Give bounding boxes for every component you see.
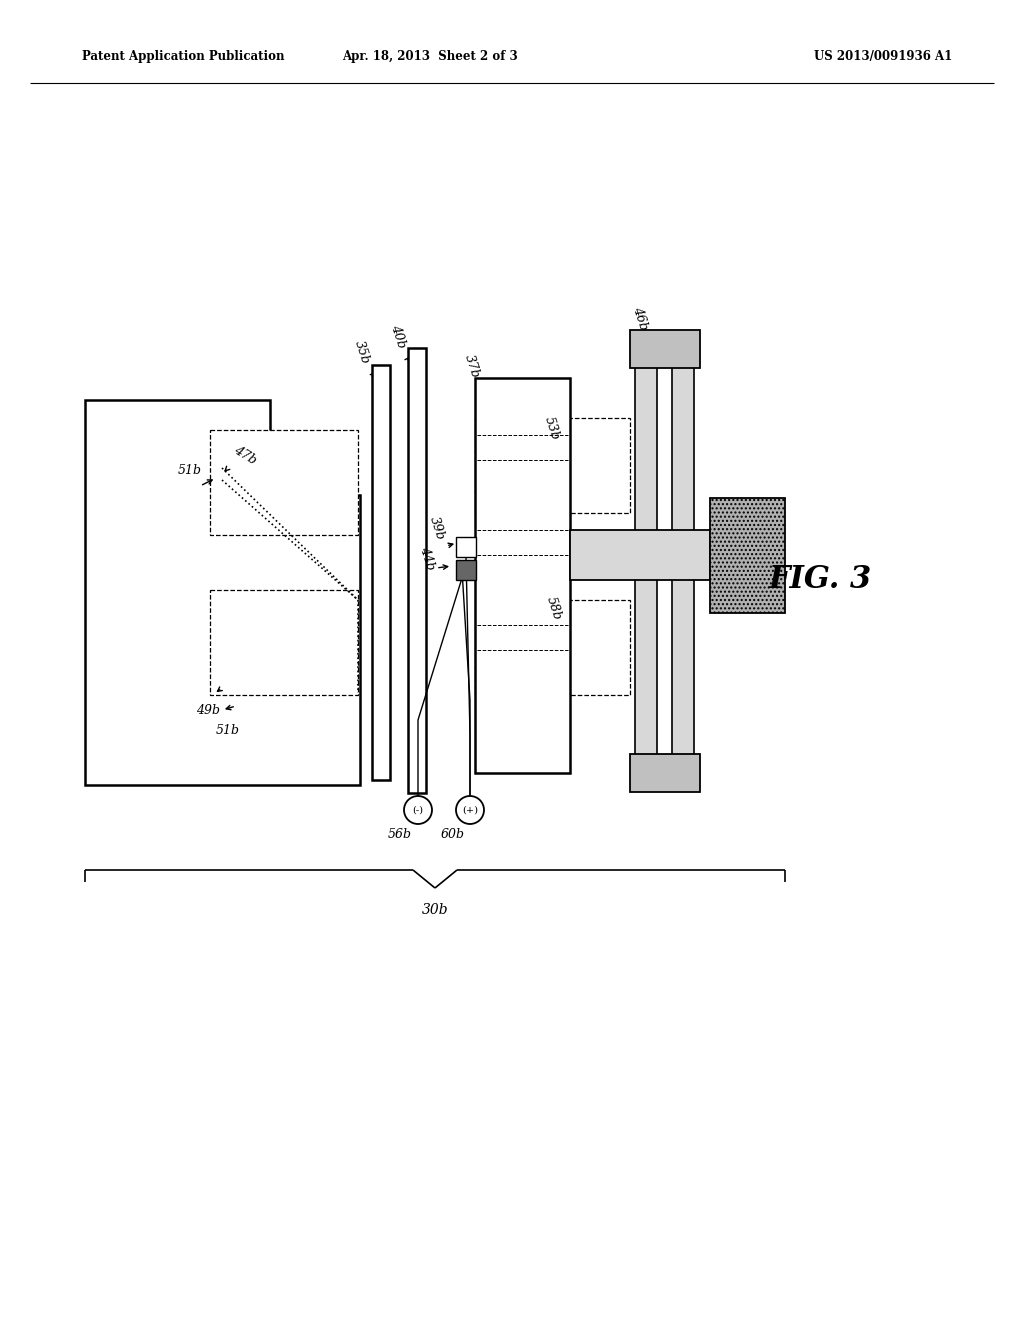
Text: 46b: 46b — [630, 305, 650, 331]
Text: US 2013/0091936 A1: US 2013/0091936 A1 — [814, 50, 952, 63]
Text: 37b: 37b — [462, 352, 482, 379]
Text: 51b: 51b — [216, 723, 240, 737]
Text: 49b: 49b — [196, 704, 220, 717]
Polygon shape — [85, 400, 360, 785]
Text: 39b: 39b — [427, 515, 446, 541]
Text: FIG. 3: FIG. 3 — [768, 565, 871, 595]
Circle shape — [456, 796, 484, 824]
Bar — [570, 531, 710, 579]
Text: Patent Application Publication: Patent Application Publication — [82, 50, 285, 63]
Text: 51b: 51b — [178, 465, 202, 478]
Text: 47b: 47b — [231, 444, 259, 467]
Text: 40b: 40b — [388, 322, 408, 350]
Text: (-): (-) — [413, 805, 424, 814]
Bar — [630, 754, 700, 792]
Bar — [456, 560, 476, 579]
Bar — [475, 418, 630, 513]
Bar — [408, 348, 426, 793]
Text: (+): (+) — [462, 805, 478, 814]
Text: 44b: 44b — [417, 545, 437, 572]
Bar — [635, 366, 657, 755]
Text: Apr. 18, 2013  Sheet 2 of 3: Apr. 18, 2013 Sheet 2 of 3 — [342, 50, 518, 63]
Text: 30b: 30b — [422, 903, 449, 917]
Bar — [456, 537, 476, 557]
Bar — [475, 601, 630, 696]
Text: 56b: 56b — [388, 828, 412, 841]
Text: 35b: 35b — [352, 338, 372, 366]
Bar — [210, 430, 358, 535]
Bar — [372, 366, 390, 780]
Bar — [710, 498, 785, 612]
Text: 60b: 60b — [441, 828, 465, 841]
Bar — [210, 590, 358, 696]
Bar — [475, 378, 570, 774]
Bar — [630, 330, 700, 368]
Text: 53b: 53b — [542, 414, 562, 441]
Bar — [672, 366, 694, 755]
Circle shape — [404, 796, 432, 824]
Text: 58b: 58b — [544, 594, 564, 622]
